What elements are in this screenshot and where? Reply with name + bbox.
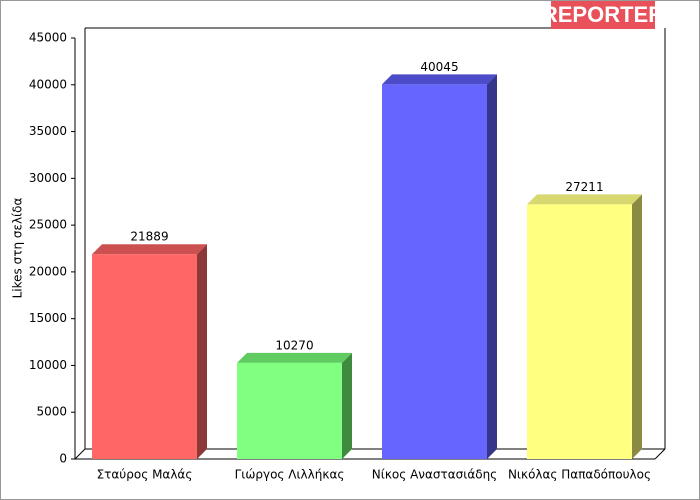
bar-top xyxy=(92,244,207,255)
x-tick-label: Σταύρος Μαλάς xyxy=(97,468,193,482)
y-tick-label: 30000 xyxy=(29,171,67,185)
logo: REPORTER xyxy=(542,2,664,27)
x-tick-label: Νικόλας Παπαδόπουλος xyxy=(508,468,651,482)
x-tick-label: Νίκος Αναστασιάδης xyxy=(372,468,497,482)
bar-side xyxy=(632,194,642,460)
logo-box xyxy=(551,1,655,29)
bar-top xyxy=(237,352,352,363)
floor-edge xyxy=(654,448,666,460)
floor-edge xyxy=(74,448,86,460)
value-label: 10270 xyxy=(275,338,313,352)
x-tick-label: Γιώργος Λιλλήκας xyxy=(235,468,345,482)
bar-side xyxy=(197,244,207,459)
value-label: 21889 xyxy=(130,230,168,244)
y-tick-label: 5000 xyxy=(36,405,67,419)
bar-side xyxy=(342,352,352,459)
bar xyxy=(527,204,632,459)
value-label: 27211 xyxy=(565,180,603,194)
bar xyxy=(382,84,487,459)
y-axis-title: Likes στη σελίδα xyxy=(11,198,25,299)
bar-side xyxy=(487,74,497,459)
y-tick-label: 0 xyxy=(59,452,67,466)
bar-top xyxy=(382,74,497,85)
bar xyxy=(92,254,197,459)
y-tick-label: 15000 xyxy=(29,311,67,325)
y-tick-label: 35000 xyxy=(29,124,67,138)
y-tick-label: 40000 xyxy=(29,77,67,91)
y-tick-label: 10000 xyxy=(29,358,67,372)
y-tick-label: 20000 xyxy=(29,264,67,278)
y-tick-label: 25000 xyxy=(29,218,67,232)
bar xyxy=(237,362,342,459)
value-label: 40045 xyxy=(420,60,458,74)
bar-top xyxy=(527,194,642,205)
y-tick-label: 45000 xyxy=(29,31,67,45)
